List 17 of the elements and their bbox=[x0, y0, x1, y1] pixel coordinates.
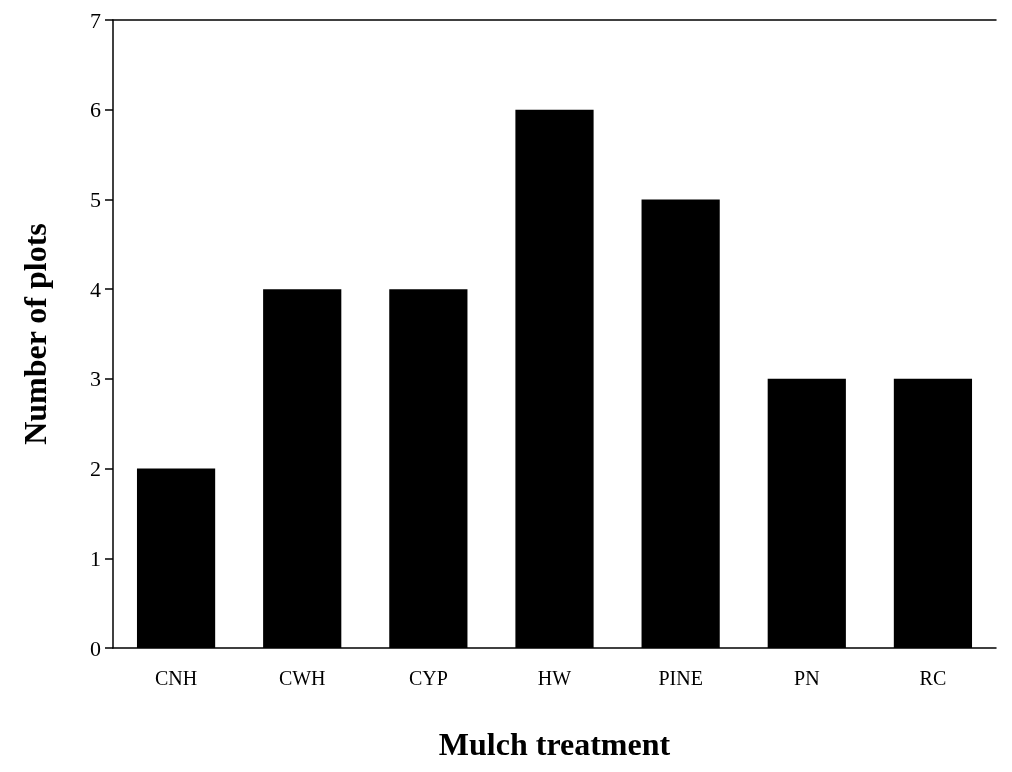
y-tick-label: 3 bbox=[90, 366, 101, 392]
y-tick-label: 0 bbox=[90, 635, 101, 661]
x-axis-title: Mulch treatment bbox=[438, 726, 671, 762]
y-tick-label: 7 bbox=[90, 7, 101, 33]
y-tick-label: 1 bbox=[90, 545, 101, 571]
y-axis-title: Number of plots bbox=[17, 223, 53, 445]
x-tick-label: PN bbox=[794, 667, 820, 689]
x-tick-label: PINE bbox=[658, 667, 703, 689]
x-tick-label: CYP bbox=[408, 667, 448, 689]
y-tick-label: 5 bbox=[90, 186, 101, 212]
x-tick-label: CNH bbox=[154, 667, 198, 689]
y-tick-label: 2 bbox=[90, 456, 101, 482]
x-tick-label: HW bbox=[537, 667, 572, 689]
x-tick-label: RC bbox=[919, 667, 947, 689]
y-tick-label: 6 bbox=[90, 97, 101, 123]
x-tick-label: CWH bbox=[278, 667, 326, 689]
y-tick-label: 4 bbox=[90, 276, 101, 302]
